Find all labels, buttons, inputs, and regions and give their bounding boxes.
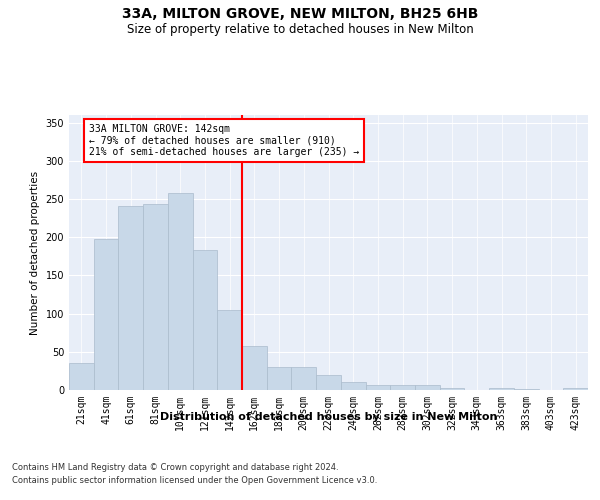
Bar [316, 376, 341, 390]
Bar [168, 193, 193, 390]
Text: 33A MILTON GROVE: 142sqm
← 79% of detached houses are smaller (910)
21% of semi-: 33A MILTON GROVE: 142sqm ← 79% of detach… [89, 124, 359, 158]
Bar [415, 384, 440, 390]
Bar [267, 367, 292, 390]
Bar [94, 239, 118, 390]
Bar [514, 389, 539, 390]
Bar [69, 364, 94, 390]
Bar [390, 386, 415, 390]
Bar [143, 204, 168, 390]
Bar [563, 388, 588, 390]
Text: 33A, MILTON GROVE, NEW MILTON, BH25 6HB: 33A, MILTON GROVE, NEW MILTON, BH25 6HB [122, 8, 478, 22]
Bar [489, 388, 514, 390]
Text: Contains public sector information licensed under the Open Government Licence v3: Contains public sector information licen… [12, 476, 377, 485]
Text: Distribution of detached houses by size in New Milton: Distribution of detached houses by size … [160, 412, 497, 422]
Text: Contains HM Land Registry data © Crown copyright and database right 2024.: Contains HM Land Registry data © Crown c… [12, 462, 338, 471]
Bar [193, 250, 217, 390]
Bar [118, 206, 143, 390]
Bar [440, 388, 464, 390]
Bar [365, 386, 390, 390]
Bar [242, 346, 267, 390]
Bar [217, 310, 242, 390]
Y-axis label: Number of detached properties: Number of detached properties [30, 170, 40, 334]
Bar [292, 367, 316, 390]
Bar [341, 382, 365, 390]
Text: Size of property relative to detached houses in New Milton: Size of property relative to detached ho… [127, 22, 473, 36]
